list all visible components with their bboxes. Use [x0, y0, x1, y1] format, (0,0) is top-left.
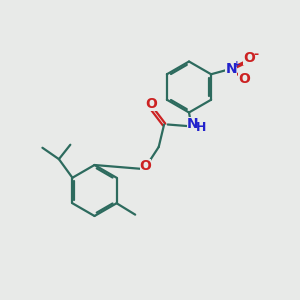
Text: N: N — [225, 62, 237, 76]
Text: +: + — [233, 60, 240, 69]
Text: H: H — [196, 121, 206, 134]
Text: O: O — [146, 98, 158, 111]
Text: O: O — [140, 159, 152, 173]
Text: N: N — [187, 117, 199, 131]
Text: O: O — [243, 51, 255, 65]
Text: O: O — [238, 72, 250, 86]
Text: -: - — [253, 48, 258, 61]
